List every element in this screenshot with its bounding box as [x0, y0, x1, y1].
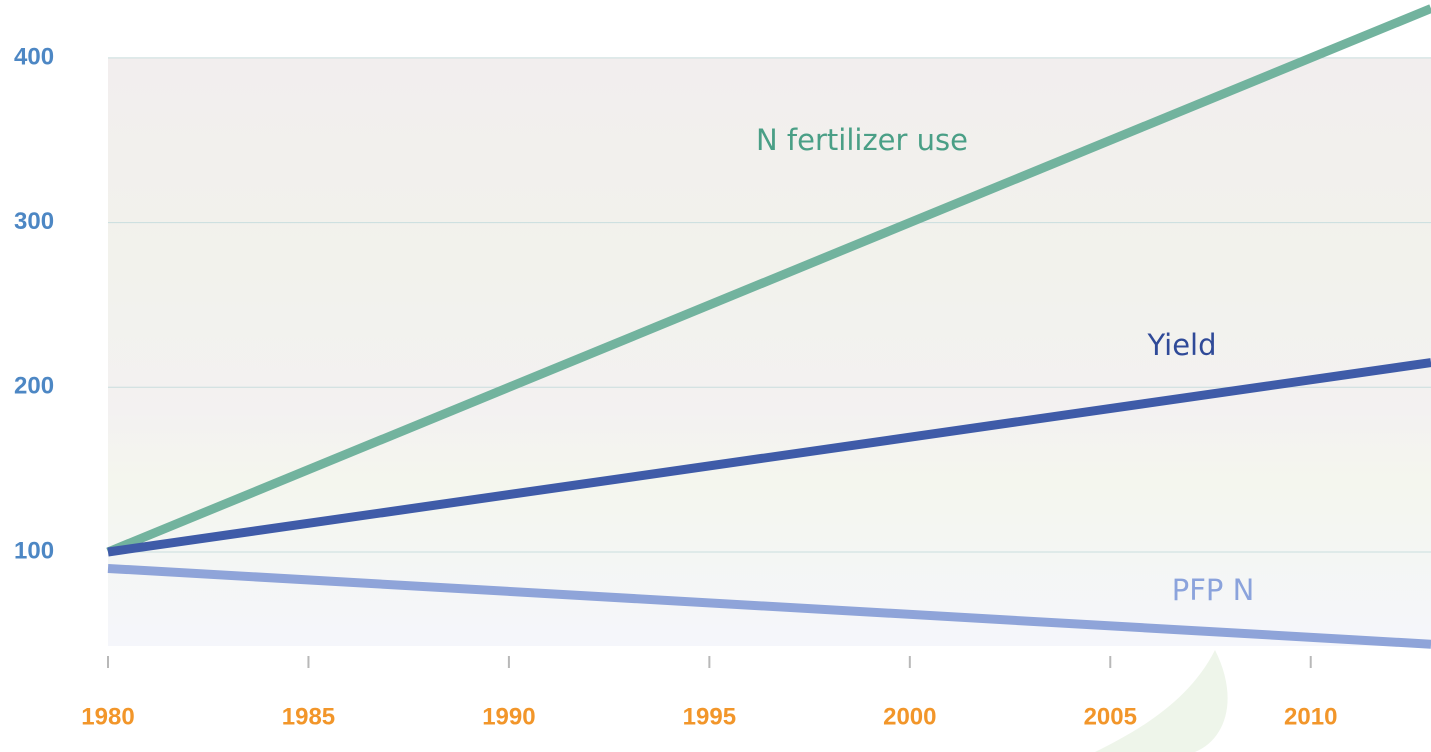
- page: {"chart_data": {"type": "line", "x": [19…: [0, 0, 1431, 752]
- y-tick-label: 300: [14, 208, 54, 235]
- y-tick-label: 100: [14, 537, 54, 564]
- x-tick-label: 1995: [683, 703, 736, 730]
- x-tick-label: 1985: [282, 703, 335, 730]
- x-tick-label: 2005: [1084, 703, 1137, 730]
- series-label: PFP N: [1172, 573, 1255, 607]
- x-tick-label: 2000: [883, 703, 936, 730]
- x-tick-label: 1980: [81, 703, 134, 730]
- chart: 100 200 300 400 1980 1985 1990 1995 2000 2005 2010…: [0, 0, 1431, 752]
- series-label: N fertilizer use: [756, 123, 968, 157]
- x-tick-label: 1990: [482, 703, 535, 730]
- leaf-decoration: [1095, 650, 1228, 752]
- x-tick-label: 2010: [1284, 703, 1337, 730]
- series-label: Yield: [1146, 328, 1216, 362]
- y-tick-label: 400: [14, 43, 54, 70]
- y-tick-label: 200: [14, 373, 54, 400]
